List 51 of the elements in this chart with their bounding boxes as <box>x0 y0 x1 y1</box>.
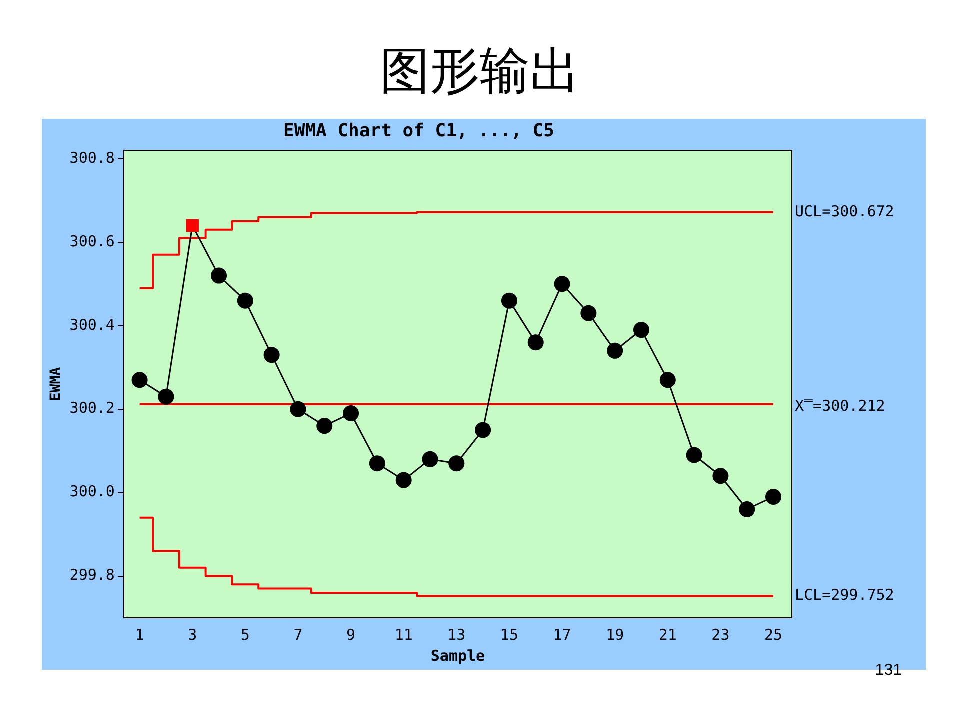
point <box>712 468 729 484</box>
y-tick-label: 300.2 <box>70 399 115 418</box>
y-tick-label: 299.8 <box>70 566 115 584</box>
point <box>290 401 306 418</box>
x-tick-label: 15 <box>500 626 518 644</box>
point <box>396 472 412 488</box>
x-tick-label: 25 <box>764 626 783 644</box>
point <box>448 456 465 472</box>
x-tick-label: 17 <box>553 626 572 644</box>
point <box>660 372 676 388</box>
point <box>211 268 228 284</box>
x-axis-title: Sample <box>430 646 486 665</box>
x-tick-label: 11 <box>394 626 413 644</box>
point <box>686 447 702 464</box>
y-axis-title: EWMA <box>48 366 64 402</box>
x-tick-label: 1 <box>135 626 144 644</box>
x-tick-label: 21 <box>658 626 677 644</box>
point <box>158 388 174 405</box>
text: 131 <box>875 662 902 680</box>
point <box>554 276 570 292</box>
chart-subtitle: EWMA Chart of C1, ..., C5 <box>284 120 554 142</box>
y-tick-label: 300.0 <box>70 482 115 501</box>
y-tick-label: 300.6 <box>70 232 115 250</box>
x-tick-label: 19 <box>606 626 624 644</box>
point <box>237 292 254 309</box>
point <box>766 488 782 505</box>
annotation: UCL=300.672 <box>795 202 894 220</box>
point <box>264 347 280 364</box>
y-tick-label: 300.8 <box>70 148 115 167</box>
point <box>369 456 386 472</box>
point <box>422 451 438 468</box>
x-tick-label: 7 <box>294 626 303 644</box>
point <box>132 372 148 388</box>
x-tick-label: 5 <box>240 626 250 644</box>
point <box>316 418 333 434</box>
point <box>501 292 518 309</box>
point <box>475 422 492 438</box>
point <box>343 406 360 422</box>
point <box>580 305 597 322</box>
point <box>607 342 624 359</box>
y-tick-label: 300.4 <box>70 316 115 334</box>
annotation: LCL=299.752 <box>795 586 894 604</box>
x-tick-label: 23 <box>712 626 730 644</box>
chart-title: 图形输出 <box>379 41 581 102</box>
point <box>739 501 756 518</box>
ref-line-label: X̿=300.212 <box>795 397 886 416</box>
x-tick-label: 9 <box>346 626 356 644</box>
point <box>528 334 544 351</box>
x-tick-label: 3 <box>188 626 198 644</box>
point <box>633 322 650 338</box>
x-tick-label: 13 <box>448 626 466 644</box>
